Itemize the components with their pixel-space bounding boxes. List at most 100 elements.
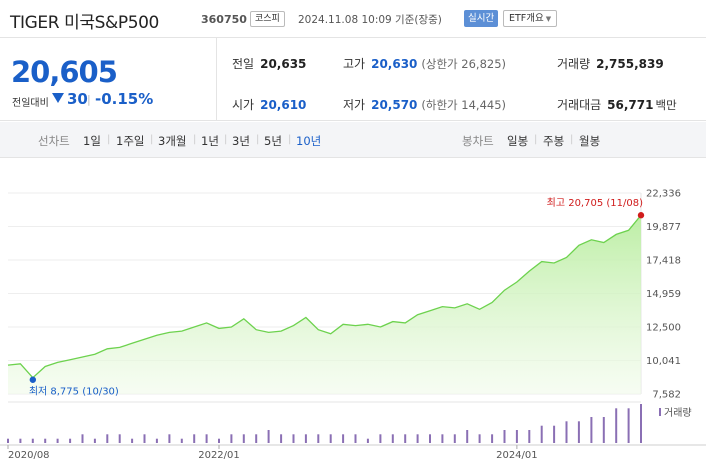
- volume-bar: [143, 434, 146, 443]
- y-axis: 22,336 19,877 17,418 14,959 12,500 10,041 7,58…: [646, 189, 681, 401]
- price-chart[interactable]: 22,336 19,877 17,418 14,959 12,500 10,041 7,58…: [0, 162, 706, 473]
- chevron-down-icon: ▼: [545, 15, 552, 23]
- etf-info-dropdown[interactable]: ETF개요 ▼: [503, 10, 558, 27]
- etf-info-label: ETF개요: [509, 13, 544, 24]
- price-point: [392, 320, 394, 322]
- stat-trade-value-label: 거래대금: [557, 98, 602, 112]
- price-point: [94, 353, 96, 355]
- min-point-marker: [29, 376, 37, 383]
- price-area-fill: [8, 215, 641, 394]
- price-point: [280, 330, 282, 332]
- realtime-button[interactable]: 실시간: [464, 10, 499, 27]
- change-value: 30: [67, 90, 88, 108]
- price-point: [354, 324, 356, 326]
- volume-bar: [602, 417, 605, 443]
- price-point: [168, 331, 170, 333]
- stock-name: TIGER 미국S&P500: [10, 13, 159, 33]
- price-point: [131, 342, 133, 344]
- volume-bar: [615, 408, 618, 443]
- period-3m[interactable]: 3개월: [158, 134, 187, 148]
- price-point: [627, 229, 629, 231]
- stat-low-limit: (하한가 14,445): [421, 98, 507, 112]
- stat-open-label: 시가: [232, 98, 255, 112]
- volume-bar: [180, 438, 183, 443]
- stat-volume-label: 거래량: [557, 57, 591, 71]
- down-arrow-icon: [52, 93, 64, 103]
- price-point: [317, 329, 319, 331]
- title-bar: TIGER 미국S&P500 360750 코스피 2024.11.08 10:…: [0, 0, 706, 36]
- candle-monthly[interactable]: 월봉: [579, 134, 601, 148]
- volume-bar: [503, 430, 506, 443]
- stat-high-limit: (상한가 26,825): [421, 57, 507, 71]
- price-point: [416, 314, 418, 316]
- price-point: [342, 323, 344, 325]
- quote-summary: 20,605 전일대비 30 | -0.15% 전일 20,635 고가 20,63…: [0, 37, 706, 121]
- price-point: [454, 307, 456, 309]
- price-point: [267, 331, 269, 333]
- period-1d[interactable]: 1일: [83, 134, 101, 148]
- price-line: [7, 214, 642, 379]
- price-point: [255, 329, 257, 331]
- volume-bar: [404, 434, 407, 443]
- price-point: [330, 333, 332, 335]
- price-point: [205, 322, 207, 324]
- volume-bar: [118, 434, 121, 443]
- volume-bar: [267, 430, 270, 443]
- volume-bar: [515, 430, 518, 443]
- stat-trade-value-value: 56,771: [607, 98, 654, 112]
- y-tick-label: 7,582: [652, 390, 681, 401]
- price-point: [367, 323, 369, 325]
- price-point: [379, 326, 381, 328]
- period-1y[interactable]: 1년: [201, 134, 219, 148]
- period-1w[interactable]: 1주일: [116, 134, 145, 148]
- volume-bar: [31, 438, 34, 443]
- stat-trade-value-unit: 백만: [655, 98, 677, 112]
- volume-bar: [230, 434, 233, 443]
- price-point: [553, 262, 555, 264]
- period-10y[interactable]: 10년: [296, 134, 322, 148]
- volume-bar: [590, 417, 593, 443]
- period-bar: 선차트 1일 | 1주일 | 3개월 | 1년 | 3년 | 5년 | 10년 …: [0, 122, 706, 158]
- stat-open-value: 20,610: [260, 98, 307, 112]
- price-point: [19, 363, 21, 365]
- period-5y[interactable]: 5년: [264, 134, 282, 148]
- price-point: [218, 327, 220, 329]
- max-point-marker: [637, 212, 645, 219]
- price-point: [478, 308, 480, 310]
- volume-bar: [441, 434, 444, 443]
- separator: |: [256, 134, 260, 145]
- volume-bar: [218, 438, 220, 443]
- separator: |: [534, 134, 538, 145]
- candle-daily[interactable]: 일봉: [507, 134, 529, 148]
- current-price: 20,605: [11, 55, 118, 89]
- volume-bar: [478, 434, 481, 443]
- price-point: [7, 364, 9, 366]
- y-tick-label: 19,877: [646, 222, 681, 233]
- change-separator: |: [87, 93, 91, 106]
- y-tick-label: 10,041: [646, 356, 681, 367]
- candle-weekly[interactable]: 주봉: [543, 134, 565, 148]
- volume-bar: [528, 430, 531, 443]
- y-tick-label: 12,500: [646, 323, 681, 334]
- stat-prev-close-value: 20,635: [260, 57, 307, 71]
- period-3y[interactable]: 3년: [232, 134, 250, 148]
- price-point: [528, 270, 530, 272]
- quote-timestamp: 2024.11.08 10:09 기준(장중): [298, 14, 442, 26]
- price-point: [143, 338, 145, 340]
- stock-code: 360750: [201, 13, 247, 26]
- price-point: [404, 322, 406, 324]
- y-tick-label: 17,418: [646, 256, 681, 267]
- price-point: [491, 301, 493, 303]
- price-point: [292, 324, 294, 326]
- volume-bar: [93, 438, 96, 443]
- candle-chart-label: 봉차트: [462, 134, 494, 148]
- volume-bar: [193, 434, 196, 443]
- separator: |: [150, 134, 154, 145]
- volume-layer: 거래량: [7, 401, 692, 443]
- volume-bar: [19, 438, 22, 443]
- volume-bar: [317, 434, 320, 443]
- stat-low-label: 저가: [343, 98, 366, 112]
- y-tick-label: 22,336: [646, 189, 681, 200]
- price-point: [603, 241, 605, 243]
- volume-bar: [280, 434, 283, 443]
